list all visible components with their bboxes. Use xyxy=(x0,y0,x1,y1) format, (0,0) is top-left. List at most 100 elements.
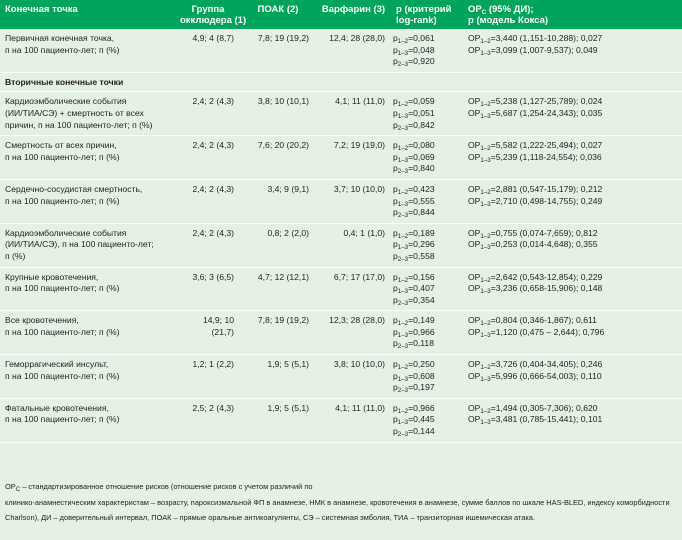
endpoint-name-line: причин, п на 100 пациенто-лет; п (%) xyxy=(5,119,153,130)
endpoint-name-line: Сердечно-сосудистая смертность, xyxy=(5,183,143,194)
poak-value: 0,8; 2 (2,0) xyxy=(267,227,309,238)
warfarin-value: 7,2; 19 (19,0) xyxy=(333,140,385,151)
poak-value: 3,8; 10 (10,1) xyxy=(257,96,309,107)
header-hr-line2: р (модель Кокса) xyxy=(468,15,549,26)
table-row: Кардиоэмболические события (ИИ/ТИА/СЭ), п… xyxy=(0,223,682,267)
table-row: Фатальные кровотечения, п на 100 пациенто… xyxy=(0,398,682,443)
hr-value: =5,996 (0,666-54,003); 0,110 xyxy=(490,370,602,381)
table-header: Конечная точка Группа окклюдера (1) ПОАК… xyxy=(0,0,682,29)
p-prefix: p xyxy=(393,151,398,162)
p-value-line: p1–3=0,445 xyxy=(393,414,460,426)
hr-subscript: 1–2 xyxy=(480,188,491,196)
p-subscript: 2–3 xyxy=(397,212,409,220)
endpoint-name-line: Фатальные кровотечения, xyxy=(5,402,109,413)
hr-value: =2,881 (0,547-15,179); 0,212 xyxy=(490,183,603,194)
p-value-line: p2–3=0,197 xyxy=(393,382,460,394)
footnote-line2: клинико-анамнестическим характеристам – … xyxy=(5,497,670,507)
hr-subscript: 1–2 xyxy=(480,320,491,328)
header-occluder-group: Группа окклюдера (1) xyxy=(175,0,246,29)
occluder-value: 2,4; 2 (4,3) xyxy=(192,227,234,238)
hr-line: ОР1–2=3,440 (1,151-10,288); 0,027 xyxy=(468,33,679,45)
hr-value: =3,236 (0,658-15,906); 0,148 xyxy=(490,283,603,294)
header-hr-sub: С xyxy=(481,9,487,16)
hr-line: ОР1–3=3,236 (0,658-15,906); 0,148 xyxy=(468,283,679,295)
p-value-line: p2–3=0,354 xyxy=(393,295,460,307)
p-value: =0,296 xyxy=(408,239,435,250)
p-value-line: p1–2=0,156 xyxy=(393,272,460,284)
p-value: =0,407 xyxy=(408,283,435,294)
p-subscript: 1–2 xyxy=(397,407,409,415)
hazard-ratios: ОР1–2=3,440 (1,151-10,288); 0,027 ОР1–3=3… xyxy=(463,29,682,72)
hr-value: =2,710 (0,498-14,755); 0,249 xyxy=(490,195,603,206)
p-prefix: p xyxy=(393,250,398,261)
p-value: =0,061 xyxy=(408,33,435,43)
endpoint-name-line: Все кровотечения, xyxy=(5,315,79,326)
hr-subscript: 1–3 xyxy=(480,112,491,120)
hazard-ratios: ОР1–2=3,726 (0,404-34,405); 0,246 ОР1–3=5… xyxy=(463,355,682,399)
table-body: Первичная конечная точка, п на 100 пациен… xyxy=(0,29,682,443)
hr-value: =5,687 (1,254-24,343); 0,035 xyxy=(490,107,603,118)
hr-prefix: ОР xyxy=(468,195,481,206)
p-prefix: p xyxy=(393,195,398,206)
endpoint-name-line: п на 100 пациенто-лет; п (%) xyxy=(5,44,120,55)
hr-subscript: 1–2 xyxy=(480,407,491,415)
hr-prefix: ОР xyxy=(468,414,481,425)
p-value: =0,080 xyxy=(408,140,435,151)
p-prefix: p xyxy=(393,414,398,425)
hr-prefix: ОР xyxy=(468,283,481,294)
p-value: =0,558 xyxy=(408,250,435,261)
p-value-line: p2–3=0,118 xyxy=(393,338,460,350)
p-value-line: p2–3=0,842 xyxy=(393,120,460,132)
endpoint-name: Сердечно-сосудистая смертность, п на 100 … xyxy=(0,179,175,223)
p-prefix: p xyxy=(393,44,398,55)
header-hr-line1: ОРС (95% ДИ); xyxy=(468,4,678,16)
endpoint-name: Первичная конечная точка, п на 100 пациен… xyxy=(0,29,175,72)
hr-prefix: ОР xyxy=(468,359,481,370)
p-subscript: 2–3 xyxy=(397,255,409,263)
hr-subscript: 1–3 xyxy=(480,331,491,339)
results-table: Конечная точка Группа окклюдера (1) ПОАК… xyxy=(0,0,682,443)
p-prefix: p xyxy=(393,402,398,413)
hr-value: =5,239 (1,118-24,554); 0,036 xyxy=(490,151,602,162)
hr-line: ОР1–3=3,481 (0,785-15,441); 0,101 xyxy=(468,414,679,426)
hr-prefix: ОР xyxy=(468,370,481,381)
p-prefix: p xyxy=(393,370,398,381)
p-subscript: 1–2 xyxy=(397,364,409,372)
p-value-line: p1–3=0,069 xyxy=(393,152,460,164)
endpoint-name-line: п на 100 пациенто-лет; п (%) xyxy=(5,414,120,425)
endpoint-name-line: Первичная конечная точка, xyxy=(5,33,115,43)
hazard-ratios: ОР1–2=5,238 (1,127-25,789); 0,024 ОР1–3=5… xyxy=(463,92,682,136)
p-value: =0,920 xyxy=(408,56,435,67)
p-values: p1–2=0,149 p1–3=0,966 p2–3=0,118 xyxy=(391,311,463,355)
header-p-line2: log-rank) xyxy=(396,15,437,26)
endpoint-name-line: Геморрагический инсульт, xyxy=(5,359,109,370)
occluder-value: 3,6; 3 (6,5) xyxy=(192,271,234,282)
warfarin-value: 12,3; 28 (28,0) xyxy=(329,315,385,326)
p-prefix: p xyxy=(393,163,398,174)
p-prefix: p xyxy=(393,382,398,393)
p-prefix: p xyxy=(393,56,398,67)
p-values: p1–2=0,156 p1–3=0,407 p2–3=0,354 xyxy=(391,267,463,311)
p-values: p1–2=0,423 p1–3=0,555 p2–3=0,844 xyxy=(391,179,463,223)
p-prefix: p xyxy=(393,119,398,130)
p-value: =0,423 xyxy=(408,183,435,194)
header-endpoint: Конечная точка xyxy=(5,4,78,15)
table-row: Первичная конечная точка, п на 100 пациен… xyxy=(0,29,682,73)
p-value-line: p1–2=0,966 xyxy=(393,403,460,415)
hazard-ratios: ОР1–2=1,494 (0,305-7,306); 0,620 ОР1–3=3,… xyxy=(463,398,682,442)
p-subscript: 1–3 xyxy=(397,419,409,427)
hr-line: ОР1–3=1,120 (0,475 – 2,644); 0,796 xyxy=(468,327,679,339)
hr-value: =3,440 (1,151-10,288); 0,027 xyxy=(490,33,603,43)
hr-prefix: ОР xyxy=(468,326,481,337)
p-prefix: p xyxy=(393,33,398,43)
hr-subscript: 1–2 xyxy=(480,38,491,45)
p-value-line: p1–2=0,061 xyxy=(393,33,460,45)
header-hr-prefix: ОР xyxy=(468,4,482,15)
p-value: =0,354 xyxy=(408,294,435,305)
p-subscript: 2–3 xyxy=(397,387,409,395)
poak-value: 3,4; 9 (9,1) xyxy=(267,183,309,194)
endpoint-name-line: (ИИ/ТИА/СЭ) + смертность от всех xyxy=(5,107,144,118)
hr-line: ОР1–3=5,996 (0,666-54,003); 0,110 xyxy=(468,371,679,383)
p-value: =0,156 xyxy=(408,271,435,282)
endpoint-name-line: Крупные кровотечения, xyxy=(5,271,99,282)
